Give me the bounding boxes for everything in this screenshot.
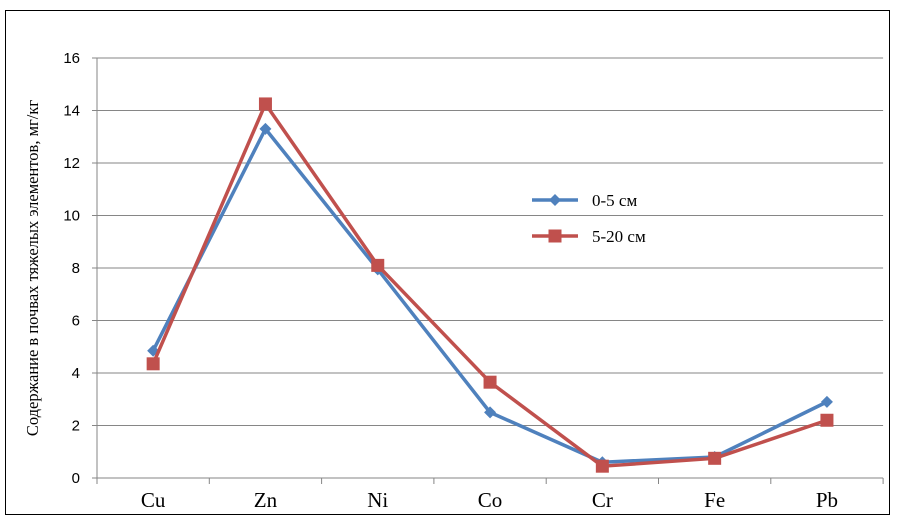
data-point: [820, 395, 833, 408]
x-tick-labels: Cu Zn Ni Co Cr Fe Pb: [141, 488, 838, 512]
axes: [92, 57, 884, 484]
legend-label: 0-5 см: [592, 191, 637, 210]
data-point: [708, 451, 722, 465]
y-tick-label: 4: [72, 365, 80, 382]
data-point: [548, 229, 562, 243]
data-point: [549, 194, 561, 206]
data-point: [484, 406, 497, 419]
x-tick-label: Ni: [367, 488, 388, 512]
x-tick-label: Fe: [704, 488, 725, 512]
x-tick-label: Cr: [592, 488, 613, 512]
y-axis-label: Содержание в почвах тяжелых элементов, м…: [23, 100, 42, 437]
data-point: [820, 413, 834, 427]
data-point: [371, 258, 385, 272]
y-tick-label: 0: [72, 470, 80, 487]
x-tick-label: Co: [478, 488, 503, 512]
y-tick-label: 2: [72, 418, 80, 435]
y-tick-label: 12: [63, 155, 80, 172]
x-tick-label: Zn: [254, 488, 278, 512]
chart-frame: [5, 10, 890, 515]
legend: 0-5 см 5-20 см: [532, 191, 646, 246]
data-point: [595, 459, 609, 473]
series-1: [147, 122, 833, 469]
legend-item-2: 5-20 см: [532, 227, 646, 246]
x-tick-label: Cu: [141, 488, 166, 512]
legend-label: 5-20 см: [592, 227, 646, 246]
gridlines: [97, 57, 884, 426]
series-2: [146, 97, 834, 473]
data-point: [146, 357, 160, 371]
data-point: [259, 122, 272, 135]
legend-item-1: 0-5 см: [532, 191, 637, 210]
y-tick-label: 16: [63, 50, 80, 67]
x-tick-label: Pb: [816, 488, 838, 512]
y-tick-label: 14: [63, 103, 80, 120]
y-tick-labels: 0 2 4 6 8 10 12 14 16: [63, 50, 80, 487]
y-tick-label: 8: [72, 260, 80, 277]
data-point: [483, 375, 497, 389]
series-layer: [146, 97, 834, 473]
data-point: [258, 97, 272, 111]
y-tick-label: 10: [63, 208, 80, 225]
y-tick-label: 6: [72, 313, 80, 330]
